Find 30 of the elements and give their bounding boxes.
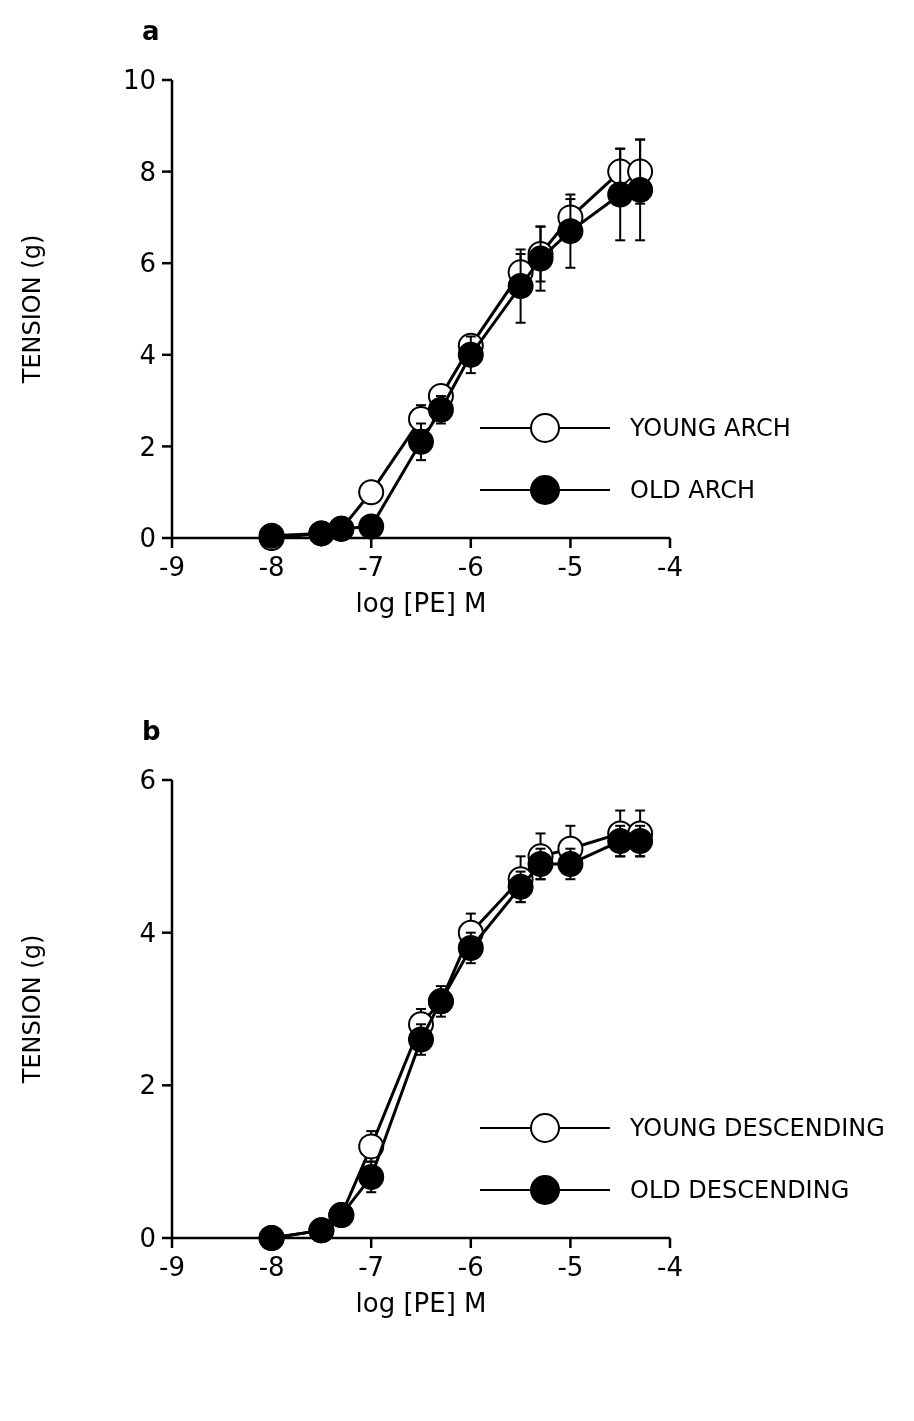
x-tick-label: -7 xyxy=(358,552,385,582)
chart-title: a xyxy=(142,16,160,46)
x-tick-label: -9 xyxy=(159,1252,185,1282)
x-tick-label: -5 xyxy=(557,1252,584,1282)
x-axis-title: log [PE] M xyxy=(355,1288,487,1318)
legend: YOUNG DESCENDING OLD DESCENDING xyxy=(479,1113,885,1205)
y-tick-label: 2 xyxy=(139,1070,156,1101)
x-tick-label: -7 xyxy=(358,1252,385,1282)
y-tick-label: 6 xyxy=(139,248,156,279)
x-tick-label: -6 xyxy=(457,1252,484,1282)
legend: YOUNG ARCH OLD ARCH xyxy=(479,413,791,505)
x-tick-label: -5 xyxy=(557,552,584,582)
y-tick-label: 2 xyxy=(139,431,156,462)
y-axis-title: TENSION (g) xyxy=(18,934,46,1085)
x-tick-label: -4 xyxy=(657,552,683,582)
x-tick-label: -4 xyxy=(657,1252,683,1282)
y-tick-label: 4 xyxy=(139,339,156,370)
x-tick-label: -8 xyxy=(258,1252,285,1282)
chart-title: b xyxy=(142,716,161,746)
y-axis-title: TENSION (g) xyxy=(18,234,46,385)
y-tick-label: 0 xyxy=(139,523,156,554)
x-tick-label: -8 xyxy=(258,552,285,582)
y-tick-label: 8 xyxy=(139,156,156,187)
y-tick-label: 6 xyxy=(139,765,156,796)
y-tick-label: 10 xyxy=(122,65,156,96)
y-tick-label: 0 xyxy=(139,1223,156,1254)
x-tick-label: -9 xyxy=(159,552,185,582)
x-axis-title: log [PE] M xyxy=(355,588,487,618)
y-tick-label: 4 xyxy=(139,917,156,948)
x-tick-label: -6 xyxy=(457,552,484,582)
